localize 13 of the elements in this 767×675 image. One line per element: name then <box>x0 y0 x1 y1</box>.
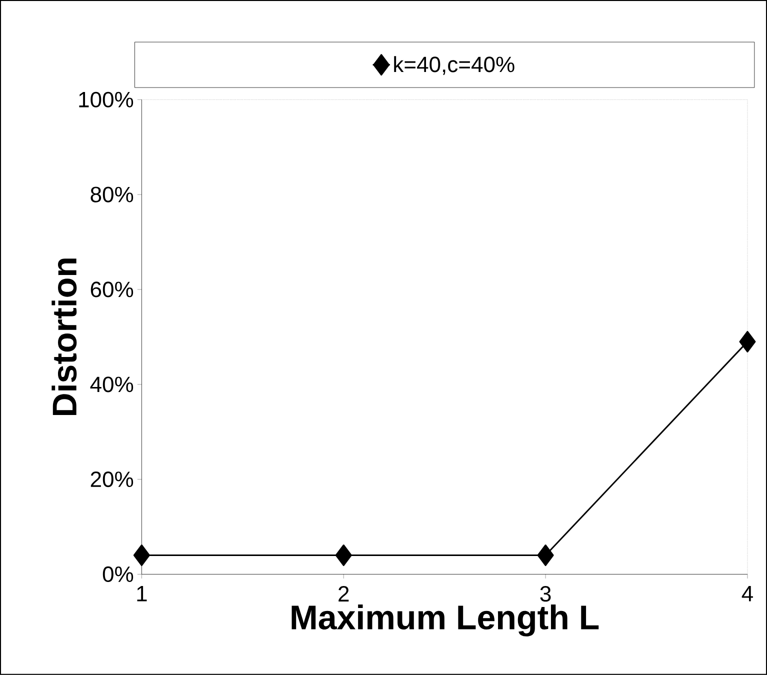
y-tick-label: 40% <box>90 376 134 392</box>
legend-label: k=40,c=40% <box>394 56 514 75</box>
x-tick-label: 2 <box>338 586 349 602</box>
y-tick-label: 20% <box>90 472 134 488</box>
y-axis-title: Distortion <box>52 258 77 416</box>
y-tick-label: 0% <box>102 566 134 582</box>
y-tick-label: 80% <box>90 186 134 202</box>
x-axis-title: Maximum Length L <box>292 604 599 636</box>
x-tick-label: 4 <box>742 586 753 602</box>
y-tick-label: 100% <box>79 92 134 108</box>
x-tick-label: 1 <box>137 586 147 602</box>
x-tick-label: 3 <box>540 586 551 602</box>
y-tick-label: 60% <box>90 282 134 298</box>
